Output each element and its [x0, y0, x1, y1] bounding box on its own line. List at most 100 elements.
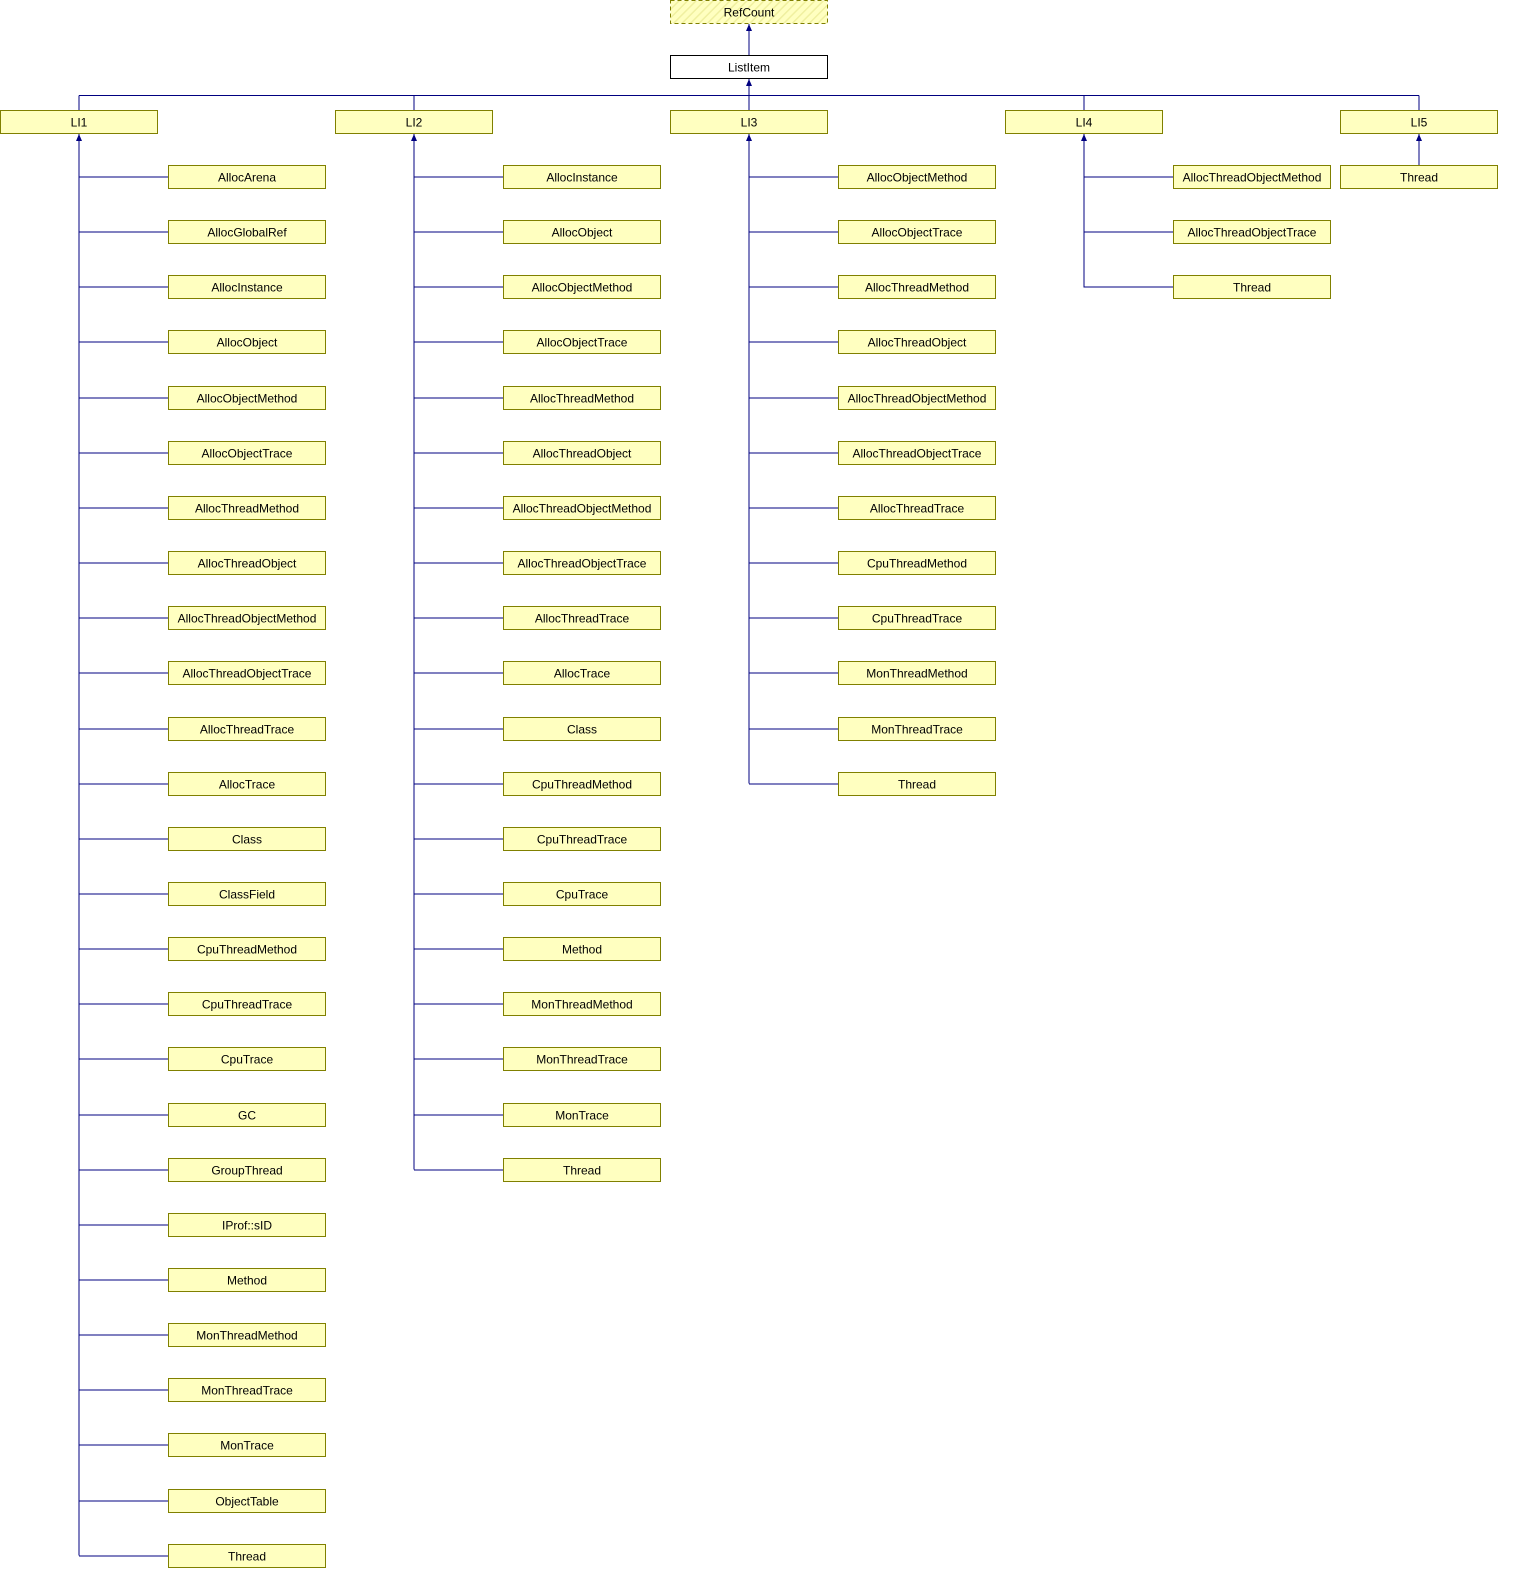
class-box: [168, 882, 326, 906]
class-box: [168, 717, 326, 741]
class-label: CpuThreadTrace: [872, 612, 963, 626]
class-box: [503, 496, 661, 520]
class-label: AllocThreadTrace: [535, 612, 630, 626]
class-box: [168, 1323, 326, 1347]
class-label: CpuThreadTrace: [537, 833, 628, 847]
class-box: [503, 827, 661, 851]
class-box: [168, 1158, 326, 1182]
class-label: AllocObjectMethod: [532, 281, 633, 295]
class-box: [168, 1268, 326, 1292]
class-box: [168, 1433, 326, 1457]
class-label: Method: [562, 943, 602, 957]
class-box: [838, 717, 996, 741]
class-label: LI2: [406, 116, 423, 130]
class-box: [503, 661, 661, 685]
class-label: MonThreadTrace: [536, 1053, 628, 1067]
external-class-box: [670, 0, 828, 24]
class-label: Class: [232, 833, 262, 847]
class-box: [503, 992, 661, 1016]
class-label: GC: [238, 1109, 256, 1123]
class-label: AllocObjectTrace: [202, 447, 293, 461]
class-box: [503, 1103, 661, 1127]
class-label: AllocThreadObject: [868, 336, 967, 350]
class-box: [168, 1213, 326, 1237]
class-label: AllocThreadTrace: [200, 723, 295, 737]
class-label: AllocObject: [217, 336, 278, 350]
class-box: [503, 441, 661, 465]
class-box: [168, 551, 326, 575]
class-box: [0, 110, 158, 134]
class-label: LI3: [741, 116, 758, 130]
arrow-head: [76, 134, 82, 141]
class-label: Thread: [563, 1164, 601, 1178]
class-box: [168, 1103, 326, 1127]
class-label: GroupThread: [211, 1164, 282, 1178]
class-label: AllocArena: [218, 171, 276, 185]
arrow-head: [1416, 134, 1422, 141]
class-label: AllocThreadMethod: [530, 392, 634, 406]
class-box: [168, 1378, 326, 1402]
class-label: Class: [567, 723, 597, 737]
base-class-box: [670, 55, 828, 79]
class-box: [838, 165, 996, 189]
class-box: [838, 330, 996, 354]
class-label: MonThreadMethod: [866, 667, 967, 681]
class-box: [503, 275, 661, 299]
class-box: [1173, 220, 1331, 244]
class-box: [503, 772, 661, 796]
class-box: [838, 606, 996, 630]
class-label: CpuThreadMethod: [197, 943, 297, 957]
class-label: AllocObject: [552, 226, 613, 240]
class-label: AllocThreadTrace: [870, 502, 965, 516]
class-label: LI1: [71, 116, 88, 130]
class-box: [503, 165, 661, 189]
class-label: AllocThreadObject: [198, 557, 297, 571]
class-label: MonTrace: [220, 1439, 274, 1453]
class-box: [168, 1489, 326, 1513]
class-box: [838, 386, 996, 410]
class-box: [838, 661, 996, 685]
class-label: ListItem: [728, 61, 770, 75]
class-label: AllocThreadObjectTrace: [853, 447, 982, 461]
class-box: [168, 827, 326, 851]
class-label: CpuThreadTrace: [202, 998, 293, 1012]
class-label: Thread: [898, 778, 936, 792]
class-box: [838, 275, 996, 299]
class-label: MonThreadMethod: [531, 998, 632, 1012]
class-label: MonThreadMethod: [196, 1329, 297, 1343]
class-label: AllocThreadObjectMethod: [513, 502, 652, 516]
class-label: AllocInstance: [546, 171, 618, 185]
arrow-head: [746, 79, 752, 86]
class-box: [1340, 165, 1498, 189]
class-label: AllocThreadObjectMethod: [848, 392, 987, 406]
arrow-head: [746, 134, 752, 141]
class-box: [1340, 110, 1498, 134]
class-box: [168, 275, 326, 299]
class-label: AllocThreadObjectMethod: [178, 612, 317, 626]
class-label: ObjectTable: [215, 1495, 279, 1509]
class-box: [168, 165, 326, 189]
class-label: CpuThreadMethod: [867, 557, 967, 571]
class-label: AllocTrace: [554, 667, 611, 681]
arrow-head: [1081, 134, 1087, 141]
class-box: [503, 717, 661, 741]
class-label: MonThreadTrace: [871, 723, 963, 737]
class-box: [1005, 110, 1163, 134]
class-box: [838, 551, 996, 575]
class-box: [503, 330, 661, 354]
class-label: Thread: [1400, 171, 1438, 185]
arrow-head: [411, 134, 417, 141]
class-label: AllocObjectMethod: [197, 392, 298, 406]
class-label: AllocThreadObjectTrace: [183, 667, 312, 681]
class-label: AllocObjectTrace: [872, 226, 963, 240]
class-label: AllocGlobalRef: [207, 226, 287, 240]
class-label: AllocObjectTrace: [537, 336, 628, 350]
class-box: [335, 110, 493, 134]
class-label: CpuTrace: [221, 1053, 274, 1067]
class-box: [168, 441, 326, 465]
class-box: [168, 330, 326, 354]
class-label: AllocThreadObjectTrace: [518, 557, 647, 571]
class-box: [168, 1544, 326, 1568]
